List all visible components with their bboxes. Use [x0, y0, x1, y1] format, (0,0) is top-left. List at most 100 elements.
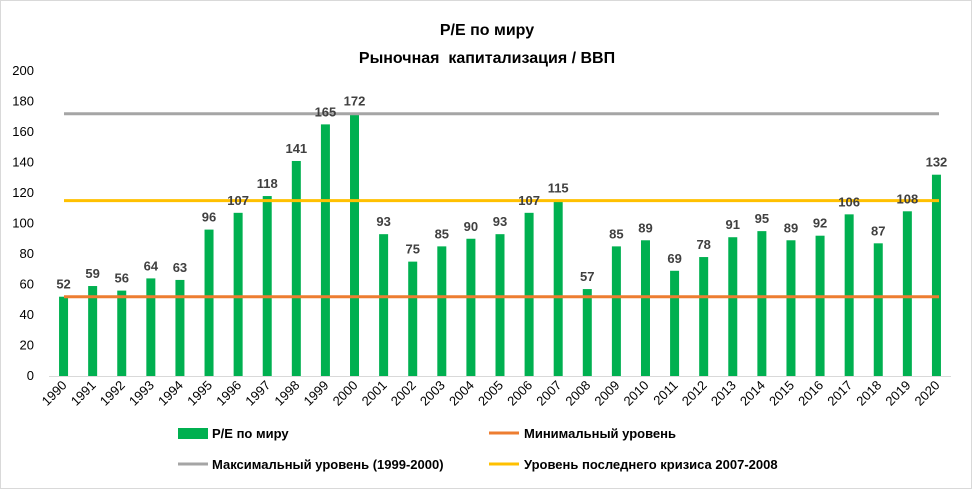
x-tick-label: 2012: [679, 378, 710, 409]
data-label-1996: 107: [227, 193, 249, 208]
legend-label-min: Минимальный уровень: [524, 426, 676, 441]
x-tick-label: 1994: [155, 378, 186, 409]
x-tick-label: 2008: [562, 378, 593, 409]
chart-subtitle: Рыночная капитализация / ВВП: [359, 50, 615, 67]
legend-label-max: Максимальный уровень (1999-2000): [212, 457, 444, 472]
y-tick-label: 0: [27, 368, 34, 383]
x-tick-label: 2001: [359, 378, 390, 409]
reference-lines: [64, 112, 939, 299]
data-label-1992: 56: [115, 271, 129, 286]
y-axis: 0 20 40 60 80 100 120 140 160 180 200: [12, 63, 34, 383]
data-label-2018: 87: [871, 223, 885, 238]
bar-1992: [117, 290, 127, 376]
data-label-2017: 106: [838, 194, 860, 209]
bar-2013: [728, 237, 738, 376]
y-tick-label: 160: [12, 124, 34, 139]
x-tick-label: 2006: [504, 378, 535, 409]
data-label-1995: 96: [202, 210, 216, 225]
x-tick-label: 2002: [388, 378, 419, 409]
data-label-2008: 57: [580, 269, 594, 284]
x-tick-label: 2020: [912, 378, 943, 409]
bar-1995: [204, 229, 214, 376]
x-tick-label: 1998: [271, 378, 302, 409]
x-tick-label: 1990: [39, 378, 70, 409]
y-tick-label: 120: [12, 185, 34, 200]
legend: P/E по миру Минимальный уровень Максимал…: [178, 426, 778, 472]
bar-2011: [670, 270, 680, 376]
bars: [59, 113, 941, 376]
data-label-2009: 85: [609, 226, 623, 241]
x-tick-label: 2015: [766, 378, 797, 409]
x-tick-label: 2009: [591, 378, 622, 409]
bar-2007: [553, 200, 563, 376]
bar-2010: [640, 240, 650, 376]
bar-1993: [146, 278, 156, 376]
y-tick-label: 80: [20, 246, 34, 261]
bar-1997: [262, 196, 272, 376]
data-label-2006: 107: [518, 193, 540, 208]
bar-2014: [757, 231, 767, 376]
bar-2001: [379, 234, 389, 376]
bar-1998: [291, 160, 301, 376]
data-label-1994: 63: [173, 260, 187, 275]
bar-1999: [320, 124, 330, 376]
x-tick-label: 2005: [475, 378, 506, 409]
data-label-2012: 78: [696, 237, 710, 252]
data-label-2015: 89: [784, 220, 798, 235]
x-tick-label: 2011: [650, 378, 680, 408]
data-label-1997: 118: [257, 176, 278, 191]
legend-label-pe: P/E по миру: [212, 426, 289, 441]
y-tick-label: 200: [12, 63, 34, 78]
bar-1994: [175, 279, 185, 376]
data-label-2007: 115: [548, 181, 569, 196]
bar-2003: [437, 246, 447, 376]
data-label-2010: 89: [638, 220, 652, 235]
y-tick-label: 140: [12, 155, 34, 170]
bar-2020: [931, 174, 941, 376]
bar-2017: [844, 214, 854, 376]
bar-2002: [408, 261, 418, 376]
x-tick-label: 1993: [126, 378, 157, 409]
data-label-2004: 90: [464, 219, 478, 234]
x-tick-label: 1992: [97, 378, 128, 409]
x-tick-label: 1997: [242, 378, 273, 409]
data-label-2011: 69: [667, 251, 681, 266]
bar-2004: [466, 238, 476, 376]
data-label-2005: 93: [493, 214, 507, 229]
legend-label-crisis: Уровень последнего кризиса 2007-2008: [524, 457, 778, 472]
data-label-2016: 92: [813, 216, 827, 231]
data-label-2001: 93: [376, 214, 390, 229]
x-tick-label: 2016: [795, 378, 826, 409]
bar-2005: [495, 234, 505, 376]
bar-2016: [815, 235, 825, 376]
x-tick-label: 2004: [446, 378, 477, 409]
y-tick-label: 40: [20, 307, 34, 322]
y-tick-label: 20: [20, 338, 34, 353]
data-label-2003: 85: [435, 226, 449, 241]
data-label-1999: 165: [315, 104, 337, 119]
data-label-2020: 132: [926, 155, 948, 170]
x-tick-label: 1991: [68, 378, 99, 409]
x-tick-label: 2014: [737, 378, 768, 409]
bar-2009: [611, 246, 621, 376]
data-label-1990: 52: [56, 277, 70, 292]
data-label-2019: 108: [897, 191, 919, 206]
data-label-1998: 141: [285, 141, 307, 156]
x-tick-label: 2010: [621, 378, 652, 409]
x-tick-label: 2013: [708, 378, 739, 409]
x-tick-label: 2003: [417, 378, 448, 409]
data-label-2013: 91: [726, 217, 740, 232]
bar-2000: [350, 113, 360, 376]
data-label-2000: 172: [344, 94, 366, 109]
bar-2019: [902, 211, 912, 376]
legend-swatch-pe: [178, 428, 208, 439]
y-tick-label: 180: [12, 94, 34, 109]
x-axis: 1990199119921993199419951996199719981999…: [39, 376, 951, 409]
x-tick-label: 2017: [824, 378, 855, 409]
bar-2006: [524, 212, 534, 376]
x-tick-label: 2007: [533, 378, 564, 409]
bar-1990: [59, 296, 69, 376]
x-tick-label: 1999: [300, 378, 331, 409]
